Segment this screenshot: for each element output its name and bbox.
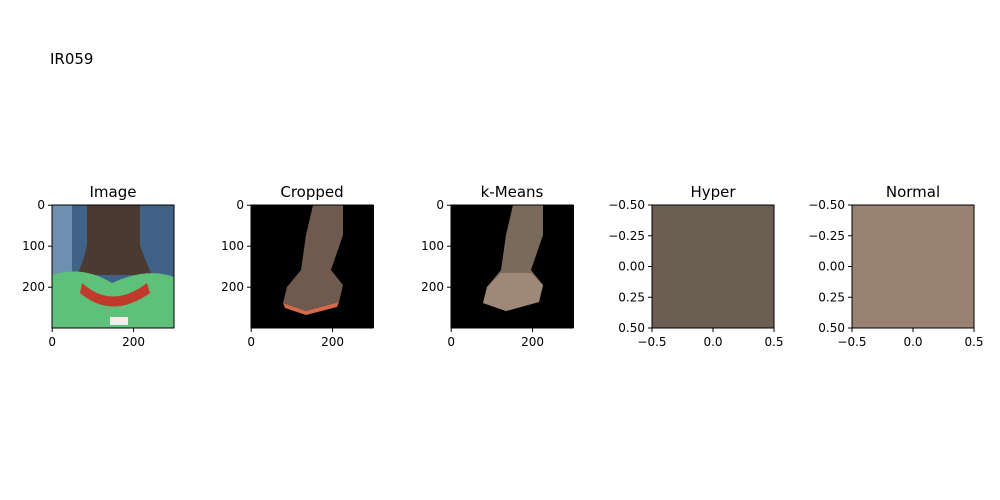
- y-tick-label: 0.50: [818, 321, 845, 335]
- y-tick-label: 100: [22, 239, 45, 253]
- y-tick-label: 100: [421, 239, 444, 253]
- cropped-image: [251, 205, 374, 328]
- y-tick-label: 0: [37, 198, 45, 212]
- kmeans-image: [451, 205, 574, 328]
- axes-frame: [450, 204, 574, 329]
- y-tick-label: 200: [421, 280, 444, 294]
- y-tick-label: 200: [221, 280, 244, 294]
- y-tick-label: 0.25: [818, 290, 845, 304]
- y-tick-label: −0.25: [608, 229, 645, 243]
- y-tick-label: 0.00: [618, 260, 645, 274]
- x-tick-label: 0: [447, 335, 455, 349]
- axes-title: k-Means: [481, 183, 544, 201]
- x-tick-label: 200: [122, 335, 145, 349]
- axes-title: Hyper: [690, 183, 736, 201]
- color-swatch: [852, 205, 974, 328]
- axes-title: Normal: [886, 183, 940, 201]
- y-tick-label: −0.25: [808, 229, 845, 243]
- y-tick-label: 0.00: [818, 260, 845, 274]
- y-tick-label: 0: [236, 198, 244, 212]
- axes-frame: [250, 204, 374, 329]
- y-tick-label: 200: [22, 280, 45, 294]
- y-tick-label: −0.50: [808, 198, 845, 212]
- photo: [52, 205, 174, 328]
- x-tick-label: 0.0: [903, 335, 922, 349]
- x-tick-label: 200: [321, 335, 344, 349]
- figure-title: IR059: [50, 50, 93, 68]
- x-tick-label: 0: [48, 335, 56, 349]
- y-tick-label: 0: [436, 198, 444, 212]
- x-tick-label: −0.5: [837, 335, 866, 349]
- x-tick-label: 0.5: [964, 335, 983, 349]
- color-swatch: [652, 205, 774, 328]
- axes-title: Cropped: [280, 183, 343, 201]
- axes-title: Image: [90, 183, 137, 201]
- x-tick-label: 0.5: [764, 335, 783, 349]
- y-tick-label: 100: [221, 239, 244, 253]
- x-tick-label: 0.0: [703, 335, 722, 349]
- y-tick-label: 0.25: [618, 290, 645, 304]
- x-tick-label: 0: [247, 335, 255, 349]
- x-tick-label: −0.5: [637, 335, 666, 349]
- y-tick-label: −0.50: [608, 198, 645, 212]
- axes-frame: [51, 204, 175, 329]
- y-tick-label: 0.50: [618, 321, 645, 335]
- x-tick-label: 200: [521, 335, 544, 349]
